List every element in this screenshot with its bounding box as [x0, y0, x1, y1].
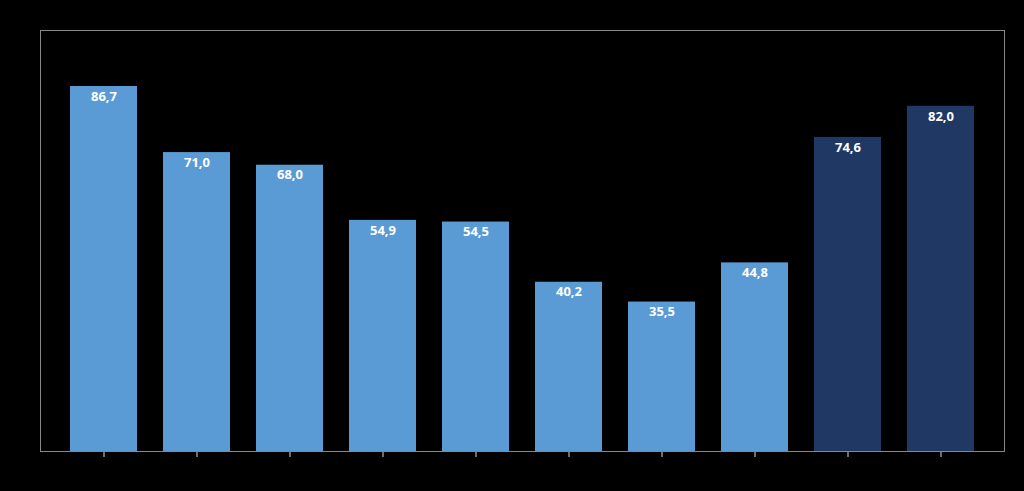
svg-text:71,0: 71,0 — [184, 153, 210, 171]
svg-text:54,5: 54,5 — [463, 222, 489, 240]
svg-text:40,2: 40,2 — [556, 282, 582, 300]
svg-text:82,0: 82,0 — [928, 107, 954, 125]
svg-text:86,7: 86,7 — [91, 87, 117, 105]
svg-text:68,0: 68,0 — [277, 165, 303, 183]
svg-text:35,5: 35,5 — [649, 302, 675, 320]
svg-text:54,9: 54,9 — [370, 221, 396, 239]
svg-text:44,8: 44,8 — [742, 263, 768, 281]
svg-text:74,6: 74,6 — [835, 138, 861, 156]
